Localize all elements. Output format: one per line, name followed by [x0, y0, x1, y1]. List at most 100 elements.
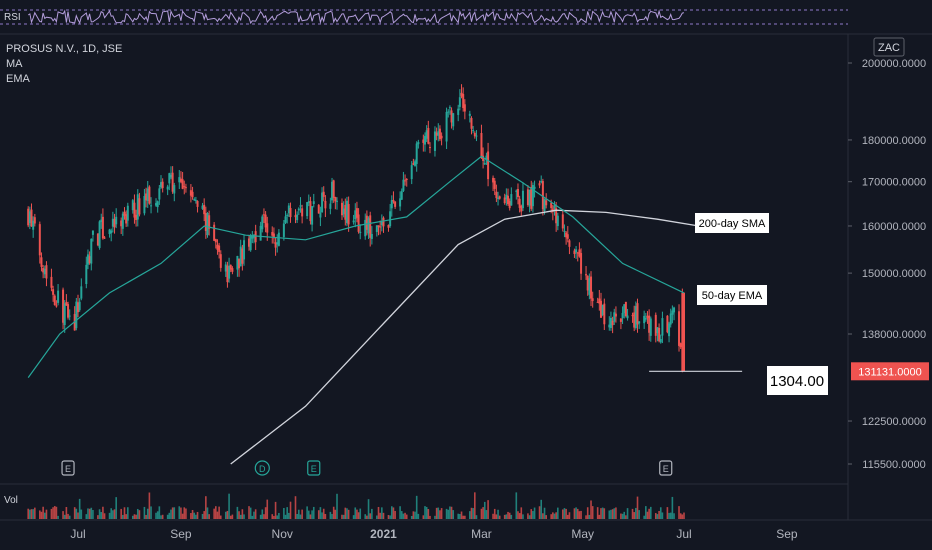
- candle-body: [541, 181, 544, 210]
- volume-bar: [312, 506, 315, 519]
- candle-body: [231, 268, 234, 272]
- volume-bar: [359, 508, 362, 519]
- volume-bar: [394, 510, 396, 519]
- candle-body: [88, 256, 91, 263]
- price-tick-label: 170000.0000: [862, 177, 926, 189]
- volume-bar: [80, 509, 83, 519]
- earnings-event-icon[interactable]: E: [307, 460, 321, 476]
- candle-body: [86, 254, 89, 265]
- candle-body: [516, 189, 519, 198]
- volume-bar: [354, 507, 357, 519]
- volume-bar: [668, 512, 670, 519]
- candle-body: [146, 188, 149, 201]
- volume-bar: [78, 498, 81, 519]
- volume-bar: [231, 514, 234, 519]
- candle-body: [344, 204, 347, 220]
- candle-body: [553, 205, 556, 209]
- dividend-event-icon[interactable]: D: [254, 460, 270, 476]
- volume-bar: [306, 506, 308, 519]
- volume-bar: [679, 513, 682, 519]
- volume-bar: [68, 515, 71, 519]
- ema-indicator-label[interactable]: EMA: [6, 73, 31, 85]
- candle-body: [404, 180, 407, 182]
- candle-body: [286, 214, 289, 216]
- candle-body: [648, 315, 651, 333]
- candle-body: [521, 190, 524, 209]
- candle-body: [634, 306, 637, 328]
- volume-bar: [683, 512, 685, 519]
- currency-box[interactable]: [873, 37, 905, 57]
- rsi-label: RSI: [4, 12, 21, 23]
- volume-bar: [90, 507, 93, 519]
- volume-bar: [253, 511, 255, 519]
- volume-bar: [206, 507, 209, 519]
- volume-bar: [659, 507, 662, 519]
- volume-series: [27, 492, 685, 519]
- candle-body: [287, 205, 290, 214]
- volume-bar: [493, 508, 496, 519]
- volume-bar: [520, 507, 523, 519]
- rsi-pane[interactable]: RSI: [0, 9, 848, 25]
- volume-bar: [77, 512, 79, 519]
- candle-body: [493, 180, 496, 189]
- volume-bar: [508, 512, 511, 519]
- candle-body: [271, 232, 274, 236]
- candle-body: [322, 191, 325, 197]
- volume-bar: [623, 511, 626, 519]
- candle-body: [473, 133, 476, 137]
- volume-bar: [389, 515, 391, 519]
- volume-bar: [562, 509, 564, 519]
- volume-bar: [271, 514, 274, 519]
- candle-body: [673, 307, 676, 313]
- volume-bar: [215, 506, 217, 519]
- event-marker: [254, 460, 270, 476]
- time-axis[interactable]: Jul Sep Nov 2021 Mar May Jul Sep: [70, 527, 798, 541]
- candle-body: [678, 311, 681, 346]
- candle-body: [213, 224, 216, 241]
- candle-body: [189, 190, 192, 196]
- candle-body: [43, 268, 46, 275]
- time-tick-label: 2021: [370, 527, 397, 541]
- volume-bar: [296, 513, 298, 519]
- volume-bar: [249, 507, 252, 519]
- candle-body: [169, 174, 172, 178]
- volume-bar: [34, 507, 36, 519]
- volume-bar: [601, 507, 604, 519]
- volume-bar: [645, 506, 647, 519]
- volume-bar: [196, 511, 199, 519]
- candle-body: [77, 302, 79, 313]
- candle-body: [543, 198, 546, 212]
- volume-bar: [515, 492, 518, 519]
- volume-bar: [236, 506, 239, 519]
- volume-bar: [283, 507, 285, 519]
- price-axis[interactable]: 200000.0000 180000.0000 170000.0000 160000.…: [848, 58, 926, 471]
- candle-body: [437, 131, 440, 136]
- candle-body: [369, 215, 372, 238]
- ema-annotation-box: [697, 285, 767, 305]
- volume-bar: [50, 508, 53, 519]
- volume-bar: [171, 507, 174, 519]
- volume-bar: [115, 497, 117, 519]
- candle-body: [462, 94, 465, 109]
- candle-body: [445, 111, 448, 142]
- candle-body: [545, 200, 548, 206]
- volume-bar: [400, 511, 403, 519]
- candle-body: [317, 204, 320, 214]
- earnings-event-icon[interactable]: E: [61, 460, 75, 476]
- candle-body: [414, 161, 417, 166]
- ma-indicator-label[interactable]: MA: [6, 58, 23, 70]
- earnings-event-icon[interactable]: E: [659, 460, 673, 476]
- volume-bar: [201, 513, 204, 519]
- volume-bar: [545, 515, 547, 519]
- volume-bar: [161, 514, 164, 519]
- candle-body: [101, 216, 104, 239]
- volume-bar: [462, 515, 464, 519]
- candle-body: [254, 231, 257, 243]
- volume-bar: [352, 515, 355, 519]
- price-tick-label: 115500.0000: [862, 459, 925, 471]
- candle-body: [90, 238, 93, 264]
- candle-body: [262, 214, 265, 216]
